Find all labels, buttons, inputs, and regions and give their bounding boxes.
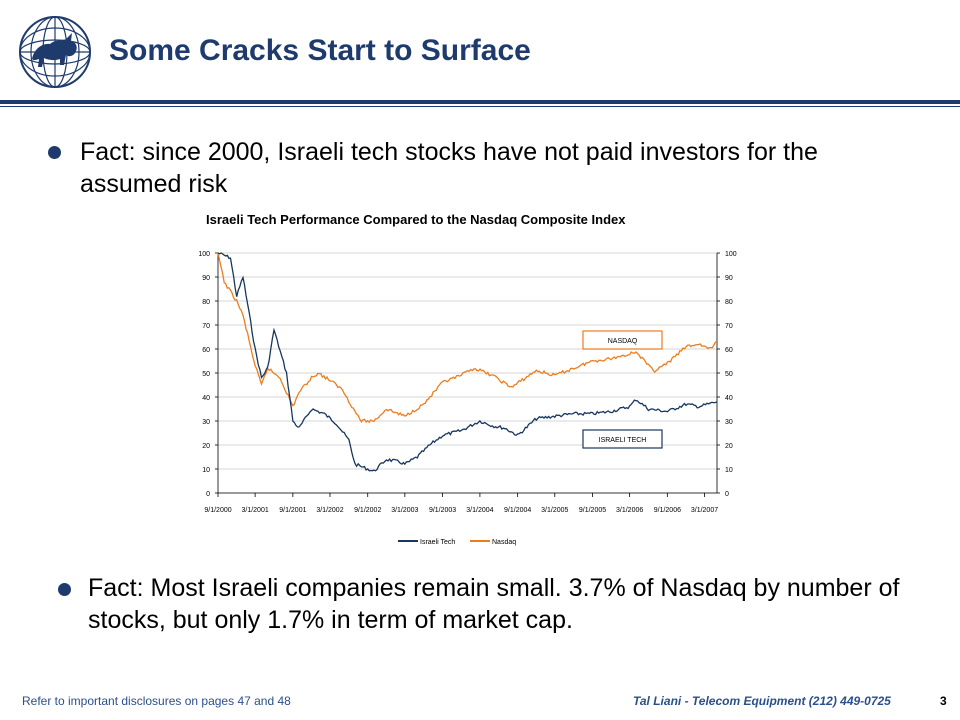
series-line-israeli-tech bbox=[217, 252, 718, 472]
x-tick-label: 9/1/2002 bbox=[354, 507, 381, 514]
y-right-tick-label: 90 bbox=[725, 275, 733, 282]
y-right-tick-label: 0 bbox=[725, 491, 729, 498]
bullet-dot-2 bbox=[58, 583, 71, 596]
y-left-tick-label: 50 bbox=[202, 371, 210, 378]
y-left-tick-label: 0 bbox=[206, 491, 210, 498]
x-tick-label: 3/1/2005 bbox=[541, 507, 568, 514]
y-right-tick-label: 20 bbox=[725, 443, 733, 450]
page-number: 3 bbox=[940, 694, 947, 708]
x-tick-label: 9/1/2004 bbox=[504, 507, 531, 514]
y-left-tick-label: 90 bbox=[202, 275, 210, 282]
chart-title: Israeli Tech Performance Compared to the… bbox=[206, 212, 626, 227]
x-tick-label: 3/1/2007 bbox=[691, 507, 718, 514]
bull-globe-logo-icon bbox=[19, 16, 91, 88]
x-tick-label: 9/1/2003 bbox=[429, 507, 456, 514]
series-line-nasdaq bbox=[217, 252, 718, 424]
y-right-tick-label: 70 bbox=[725, 323, 733, 330]
x-tick-label: 3/1/2001 bbox=[241, 507, 268, 514]
y-left-tick-label: 80 bbox=[202, 299, 210, 306]
y-right-tick-label: 50 bbox=[725, 371, 733, 378]
x-tick-label: 9/1/2005 bbox=[579, 507, 606, 514]
footer-disclosure: Refer to important disclosures on pages … bbox=[22, 694, 291, 708]
annotation-israeli-tech-label: ISRAELI TECH bbox=[599, 437, 647, 444]
y-left-tick-label: 20 bbox=[202, 443, 210, 450]
x-tick-label: 3/1/2004 bbox=[466, 507, 493, 514]
bullet-dot-1 bbox=[48, 146, 61, 159]
x-tick-label: 9/1/2001 bbox=[279, 507, 306, 514]
y-right-tick-label: 60 bbox=[725, 347, 733, 354]
x-tick-label: 3/1/2003 bbox=[391, 507, 418, 514]
y-right-tick-label: 40 bbox=[725, 395, 733, 402]
slide-title: Some Cracks Start to Surface bbox=[109, 34, 531, 67]
x-tick-label: 3/1/2006 bbox=[616, 507, 643, 514]
x-tick-label: 9/1/2006 bbox=[654, 507, 681, 514]
y-left-tick-label: 100 bbox=[198, 251, 210, 258]
y-left-tick-label: 70 bbox=[202, 323, 210, 330]
y-left-tick-label: 60 bbox=[202, 347, 210, 354]
bullet-text-1: Fact: since 2000, Israeli tech stocks ha… bbox=[80, 138, 818, 198]
y-left-tick-label: 40 bbox=[202, 395, 210, 402]
y-right-tick-label: 80 bbox=[725, 299, 733, 306]
annotation-israeli-tech-box bbox=[582, 429, 663, 449]
y-right-tick-label: 10 bbox=[725, 467, 733, 474]
y-right-tick-label: 30 bbox=[725, 419, 733, 426]
y-right-tick-label: 100 bbox=[725, 251, 737, 258]
x-tick-label: 9/1/2000 bbox=[204, 507, 231, 514]
title-rule-thin bbox=[0, 106, 960, 107]
bullet-text-2: Fact: Most Israeli companies remain smal… bbox=[88, 574, 900, 634]
y-left-tick-label: 10 bbox=[202, 467, 210, 474]
annotation-nasdaq-label: NASDAQ bbox=[608, 338, 638, 345]
legend-label: Nasdaq bbox=[492, 539, 516, 546]
legend-label: Israeli Tech bbox=[420, 539, 455, 546]
y-left-tick-label: 30 bbox=[202, 419, 210, 426]
annotation-nasdaq-box bbox=[582, 330, 663, 350]
title-rule bbox=[0, 100, 960, 104]
x-tick-label: 3/1/2002 bbox=[316, 507, 343, 514]
footer-analyst: Tal Liani - Telecom Equipment (212) 449-… bbox=[633, 694, 891, 708]
